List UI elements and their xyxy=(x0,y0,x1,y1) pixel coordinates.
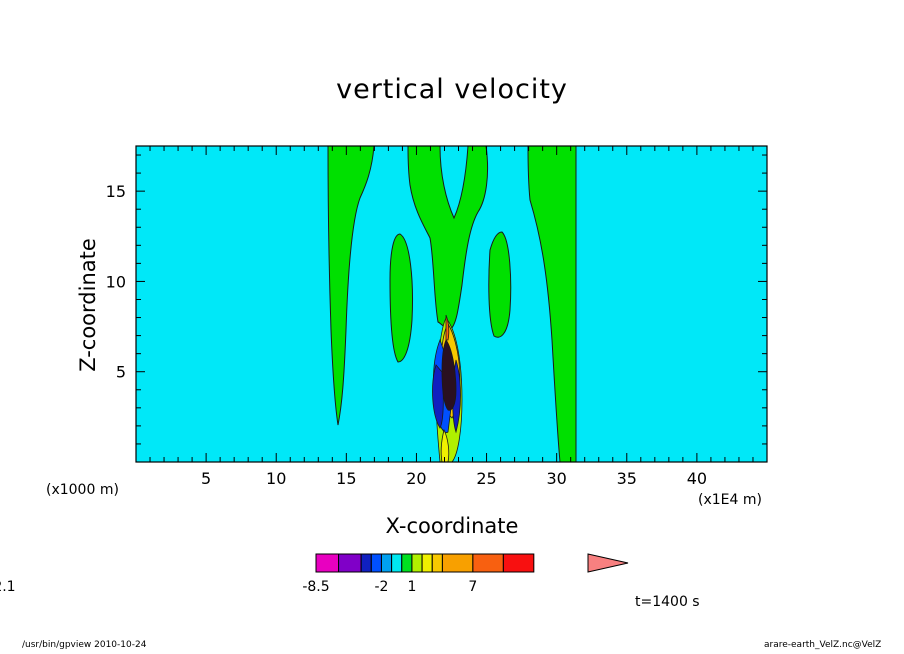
colorbar-cell xyxy=(411,553,423,573)
colorbar-cell xyxy=(421,553,433,573)
colorbar-label: 22.1 xyxy=(0,579,16,595)
y-tick-label: 15 xyxy=(106,182,126,201)
colorbar-arrow xyxy=(587,553,629,573)
colorbar-cell xyxy=(360,553,372,573)
plot-frame xyxy=(135,145,768,463)
core-contour-6 xyxy=(441,339,457,411)
chart-title: vertical velocity xyxy=(336,74,568,105)
x-tick-label: 20 xyxy=(406,469,426,488)
updraft-plume-right xyxy=(527,145,577,463)
colorbar-cell xyxy=(502,553,535,573)
colorbar-cell xyxy=(472,553,504,573)
updraft-plume-central xyxy=(407,145,489,331)
y-axis-label: Z-coordinate xyxy=(76,238,100,372)
x-tick-label: 5 xyxy=(201,469,211,488)
colorbar-cell xyxy=(391,553,403,573)
colorbar-cell xyxy=(338,553,362,573)
y-tick-label: 5 xyxy=(116,363,126,382)
x-axis-label: X-coordinate xyxy=(385,514,519,538)
x-tick-label: 25 xyxy=(476,469,496,488)
colorbar-cell xyxy=(441,553,474,573)
colorbar-cell xyxy=(401,553,413,573)
colorbar: -8.5 -2 1 7 22.1 xyxy=(0,553,629,595)
x-unit-label: (x1000 m) xyxy=(46,482,119,498)
x-tick-label: 40 xyxy=(687,469,707,488)
updraft-blob-left xyxy=(389,233,413,363)
footer-right: arare-earth_VelZ.nc@VelZ xyxy=(764,640,882,650)
updraft-blob-right xyxy=(488,231,512,338)
colorbar-cell xyxy=(380,553,393,573)
updraft-plume-left xyxy=(327,145,375,426)
colorbar-label: -8.5 xyxy=(302,579,329,595)
colorbar-label: 7 xyxy=(468,579,477,595)
x-tick-label: 10 xyxy=(266,469,286,488)
x-tick-label: 30 xyxy=(546,469,566,488)
footer-left: /usr/bin/gpview 2010-10-24 xyxy=(22,640,147,650)
x-tick-label: 35 xyxy=(617,469,637,488)
colorbar-cell xyxy=(315,553,340,573)
y-tick-label: 10 xyxy=(106,272,126,291)
colorbar-label: 1 xyxy=(407,579,416,595)
colorbar-label: -2 xyxy=(374,579,388,595)
time-label: t=1400 s xyxy=(635,594,700,610)
x-scale-label: (x1E4 m) xyxy=(698,492,762,508)
colorbar-cell xyxy=(370,553,382,573)
core-contour-7 xyxy=(445,314,450,341)
plot-area: 5 10 15 20 25 30 35 40 5 10 15 xyxy=(106,145,768,488)
x-tick-label: 15 xyxy=(336,469,356,488)
colorbar-cell xyxy=(431,553,443,573)
